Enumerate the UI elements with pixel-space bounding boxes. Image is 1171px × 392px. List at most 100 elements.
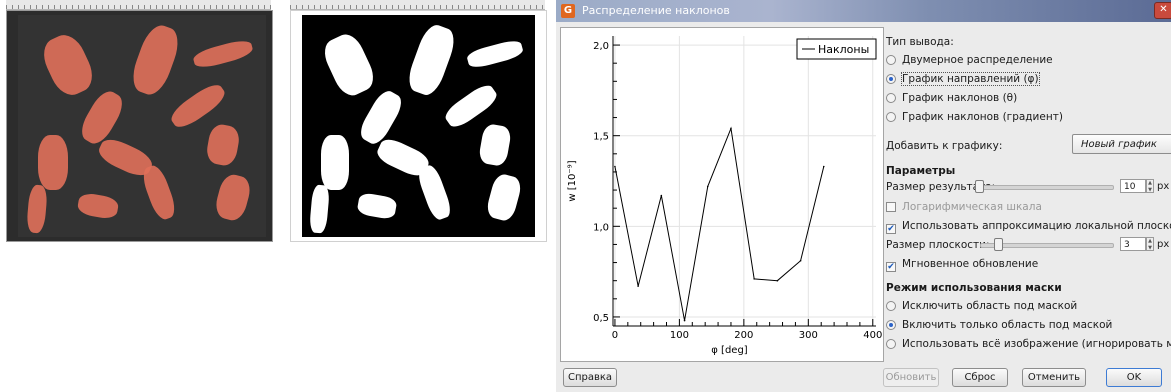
mask-option-exclude[interactable]: Исключить область под маской xyxy=(886,300,1077,316)
mask-image-ruler xyxy=(290,0,545,10)
y-tick-label: 1,5 xyxy=(593,132,609,143)
log-scale-option[interactable]: Логарифмическая шкала xyxy=(886,201,1042,217)
masked-grain xyxy=(191,37,255,71)
masked-grain xyxy=(38,135,68,190)
plane-size-unit: px xyxy=(1157,239,1170,250)
plane-size-slider[interactable] xyxy=(980,243,1114,248)
close-icon[interactable]: ✕ xyxy=(1154,2,1171,19)
result-size-slider[interactable] xyxy=(976,185,1114,190)
instant-update-label: Мгновенное обновление xyxy=(902,258,1039,270)
mask-option-ignore-label: Использовать всё изображение (игнорирова… xyxy=(902,338,1171,350)
legend-box xyxy=(796,38,877,60)
radio-theta-icon[interactable] xyxy=(886,93,896,103)
reset-button[interactable]: Сброс xyxy=(952,368,1008,387)
mask-option-include[interactable]: Включить только область под маской xyxy=(886,319,1112,335)
output-option-phi-label: График направлений (φ) xyxy=(901,72,1040,86)
output-option-2d[interactable]: Двумерное распределение xyxy=(886,54,1053,70)
radio-2d-icon[interactable] xyxy=(886,55,896,65)
data-point xyxy=(683,319,686,322)
graph-area: 0 100 200 300 400 0,5 1,0 1,5 2,0 φ [deg] w [10⁻⁹]… xyxy=(560,27,884,362)
parameters-heading: Параметры xyxy=(886,165,956,177)
mask-mode-heading: Режим использования маски xyxy=(886,282,1062,294)
data-point xyxy=(776,279,779,282)
radio-phi-icon[interactable] xyxy=(886,74,896,84)
masked-image-preview xyxy=(6,10,273,242)
data-point xyxy=(799,259,802,262)
mask-grain xyxy=(465,38,525,70)
mask-option-ignore[interactable]: Использовать всё изображение (игнорирова… xyxy=(886,338,1171,354)
y-axis-label: w [10⁻⁹] xyxy=(567,160,578,201)
local-plane-option[interactable]: ✔ Использовать аппроксимацию локальной пл… xyxy=(886,220,1171,236)
masked-grain xyxy=(204,122,242,168)
mask-option-exclude-label: Исключить область под маской xyxy=(902,300,1078,312)
data-point xyxy=(706,185,709,188)
output-option-2d-label: Двумерное распределение xyxy=(902,54,1053,66)
output-option-phi[interactable]: График направлений (φ) xyxy=(886,72,1040,89)
mask-grain xyxy=(484,172,524,223)
data-point xyxy=(822,165,825,168)
update-button[interactable]: Обновить xyxy=(883,368,939,387)
local-plane-checkbox[interactable]: ✔ xyxy=(886,224,896,234)
mask-grain xyxy=(477,122,513,168)
radio-ignore-icon[interactable] xyxy=(886,339,896,349)
mask-grain xyxy=(309,184,331,234)
slope-distribution-dialog: G Распределение наклонов ✕ 0 100 200 300 400… xyxy=(556,0,1171,392)
masked-image-canvas xyxy=(18,15,266,237)
dialog-title: Распределение наклонов xyxy=(582,4,730,17)
masked-grain xyxy=(76,191,120,221)
radio-gradient-icon[interactable] xyxy=(886,112,896,122)
help-button[interactable]: Справка xyxy=(563,368,617,387)
mask-grain xyxy=(415,163,454,222)
masked-grain xyxy=(139,162,179,223)
cancel-button[interactable]: Отменить xyxy=(1022,368,1086,387)
x-tick-label: 0 xyxy=(612,330,618,341)
ok-button[interactable]: OK xyxy=(1106,368,1162,387)
plane-size-input[interactable]: 3 xyxy=(1120,237,1146,251)
mask-grain xyxy=(355,87,407,148)
x-axis-label: φ [deg] xyxy=(711,345,748,356)
masked-grain xyxy=(25,184,49,234)
mask-grain xyxy=(319,29,379,101)
result-size-label: Размер результата: xyxy=(886,181,996,193)
plane-size-slider-handle[interactable] xyxy=(994,238,1003,251)
instant-update-checkbox[interactable]: ✔ xyxy=(886,262,896,272)
data-point xyxy=(660,194,663,197)
output-option-gradient-label: График наклонов (градиент) xyxy=(902,111,1063,123)
add-to-graph-combo[interactable]: Новый график xyxy=(1072,134,1171,154)
data-point xyxy=(637,285,639,287)
result-size-unit: px xyxy=(1157,181,1170,192)
output-type-heading: Тип вывода: xyxy=(886,36,954,48)
gwyddion-logo-icon: G xyxy=(561,4,575,18)
masked-grain xyxy=(212,171,254,224)
plane-size-label: Размер плоскости: xyxy=(886,239,990,251)
left-image-ruler xyxy=(6,0,271,10)
mask-image-preview xyxy=(290,10,547,242)
log-scale-label: Логарифмическая шкала xyxy=(902,201,1042,213)
result-size-input[interactable]: 10 xyxy=(1120,179,1146,193)
mask-option-include-label: Включить только область под маской xyxy=(902,319,1113,331)
result-size-spin-icon[interactable]: ▲ ▼ xyxy=(1146,179,1154,193)
slope-chart: 0 100 200 300 400 0,5 1,0 1,5 2,0 φ [deg] w [10⁻⁹]… xyxy=(567,36,882,356)
x-tick-label: 400 xyxy=(863,330,882,341)
radio-include-icon[interactable] xyxy=(886,320,896,330)
masked-grain xyxy=(76,86,128,149)
masked-grain xyxy=(37,29,99,101)
radio-exclude-icon[interactable] xyxy=(886,301,896,311)
output-option-theta-label: График наклонов (θ) xyxy=(902,92,1018,104)
y-tick-label: 0,5 xyxy=(593,313,609,324)
masked-grain xyxy=(127,21,184,99)
mask-grain xyxy=(403,21,459,99)
local-plane-label: Использовать аппроксимацию локальной пло… xyxy=(902,220,1171,232)
plane-size-spin-icon[interactable]: ▲ ▼ xyxy=(1146,237,1154,251)
x-tick-label: 200 xyxy=(734,330,753,341)
output-option-gradient[interactable]: График наклонов (градиент) xyxy=(886,111,1063,127)
y-tick-label: 2,0 xyxy=(593,41,609,52)
data-point xyxy=(614,165,616,168)
output-option-theta[interactable]: График наклонов (θ) xyxy=(886,92,1017,108)
mask-grain xyxy=(356,191,398,221)
x-tick-label: 300 xyxy=(799,330,818,341)
instant-update-option[interactable]: ✔ Мгновенное обновление xyxy=(886,258,1038,274)
log-scale-checkbox[interactable] xyxy=(886,202,896,212)
dialog-titlebar[interactable]: G Распределение наклонов ✕ xyxy=(556,0,1171,22)
result-size-slider-handle[interactable] xyxy=(975,180,984,193)
